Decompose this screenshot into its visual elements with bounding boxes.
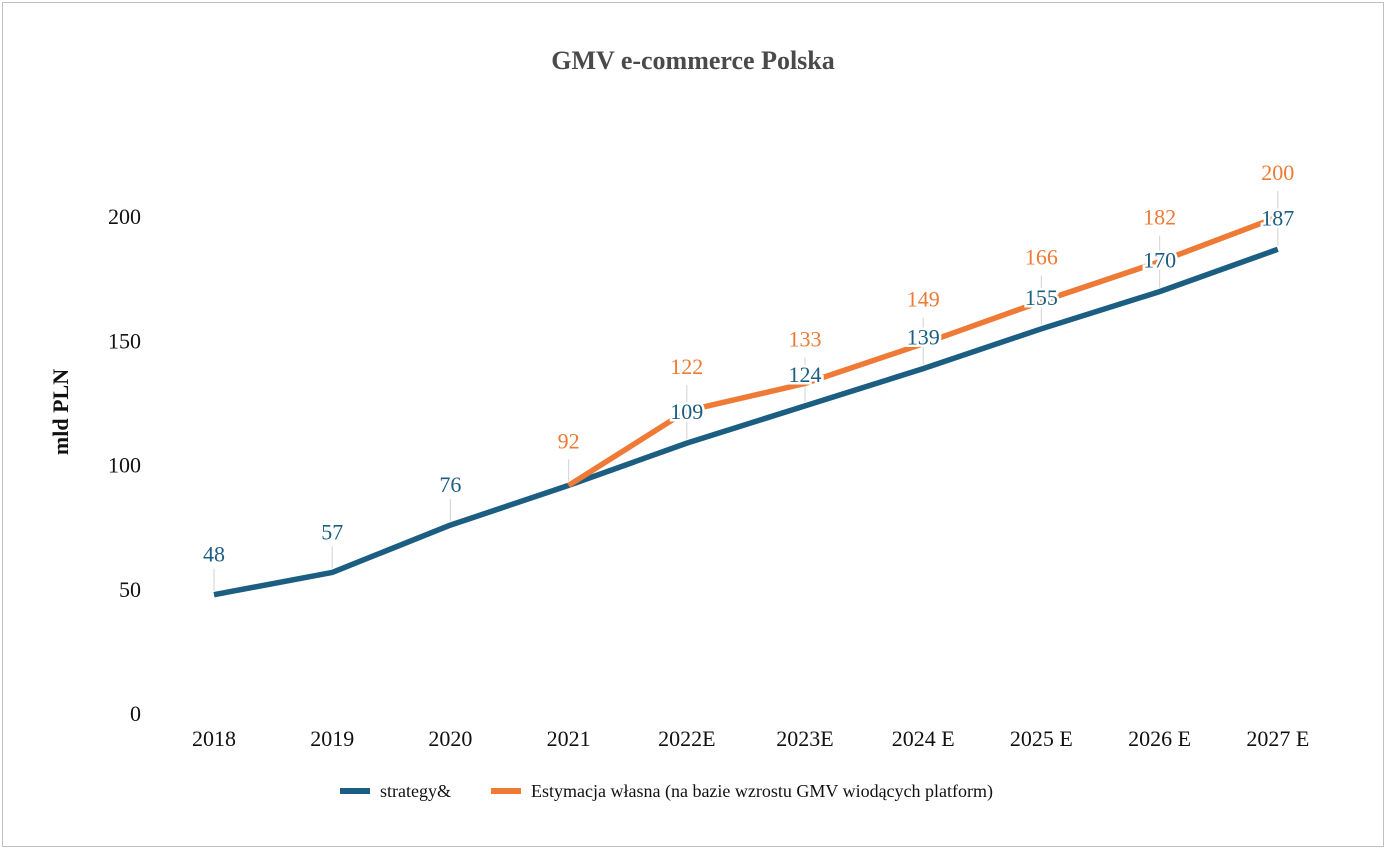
y-axis-ticks: 0 50 100 150 200 — [108, 204, 141, 726]
data-label: 149 — [907, 287, 940, 312]
data-label: 139 — [907, 325, 940, 350]
data-label: 76 — [439, 472, 461, 497]
legend: strategy& Estymacja własna (na bazie wzro… — [340, 781, 993, 802]
x-tick-label: 2019 — [310, 726, 354, 751]
data-label: 109 — [670, 399, 703, 424]
series-lines — [213, 214, 1279, 598]
y-tick-label: 100 — [108, 453, 141, 478]
data-label: 187 — [1261, 205, 1294, 230]
x-axis-ticks: 2018 2019 2020 2021 2022E 2023E 2024 E 2025 E 20… — [192, 726, 1309, 751]
data-label: 124 — [789, 362, 822, 387]
x-tick-label: 2021 — [547, 726, 591, 751]
data-label: 92 — [558, 428, 580, 453]
data-label: 57 — [321, 519, 343, 544]
y-tick-label: 50 — [119, 577, 141, 602]
data-label: 122 — [670, 354, 703, 379]
x-tick-label: 2027 E — [1246, 726, 1309, 751]
legend-label: strategy& — [380, 781, 451, 801]
data-labels: 48 57 76 109 124 139 155 170 187 92 122 133 149 166 18… — [201, 158, 1297, 570]
x-tick-label: 2020 — [428, 726, 472, 751]
label-leader-lines — [213, 191, 1279, 591]
x-tick-label: 2022E — [658, 726, 715, 751]
data-label: 166 — [1025, 244, 1058, 269]
x-tick-label: 2025 E — [1010, 726, 1073, 751]
data-label: 155 — [1025, 285, 1058, 310]
y-axis-label: mld PLN — [48, 369, 73, 455]
series-line-1 — [567, 214, 1279, 488]
data-label: 170 — [1143, 248, 1176, 273]
data-label: 133 — [789, 326, 822, 351]
x-tick-label: 2023E — [776, 726, 833, 751]
data-label: 200 — [1261, 160, 1294, 185]
x-tick-label: 2018 — [192, 726, 236, 751]
y-tick-label: 0 — [130, 701, 141, 726]
y-tick-label: 200 — [108, 204, 141, 229]
legend-label: Estymacja własna (na bazie wzrostu GMV w… — [531, 781, 993, 802]
chart-title: GMV e-commerce Polska — [551, 46, 835, 75]
data-label: 48 — [203, 542, 225, 567]
y-tick-label: 150 — [108, 328, 141, 353]
data-label: 182 — [1143, 205, 1176, 230]
x-tick-label: 2026 E — [1128, 726, 1191, 751]
x-tick-label: 2024 E — [892, 726, 955, 751]
series-line-0 — [213, 246, 1279, 598]
